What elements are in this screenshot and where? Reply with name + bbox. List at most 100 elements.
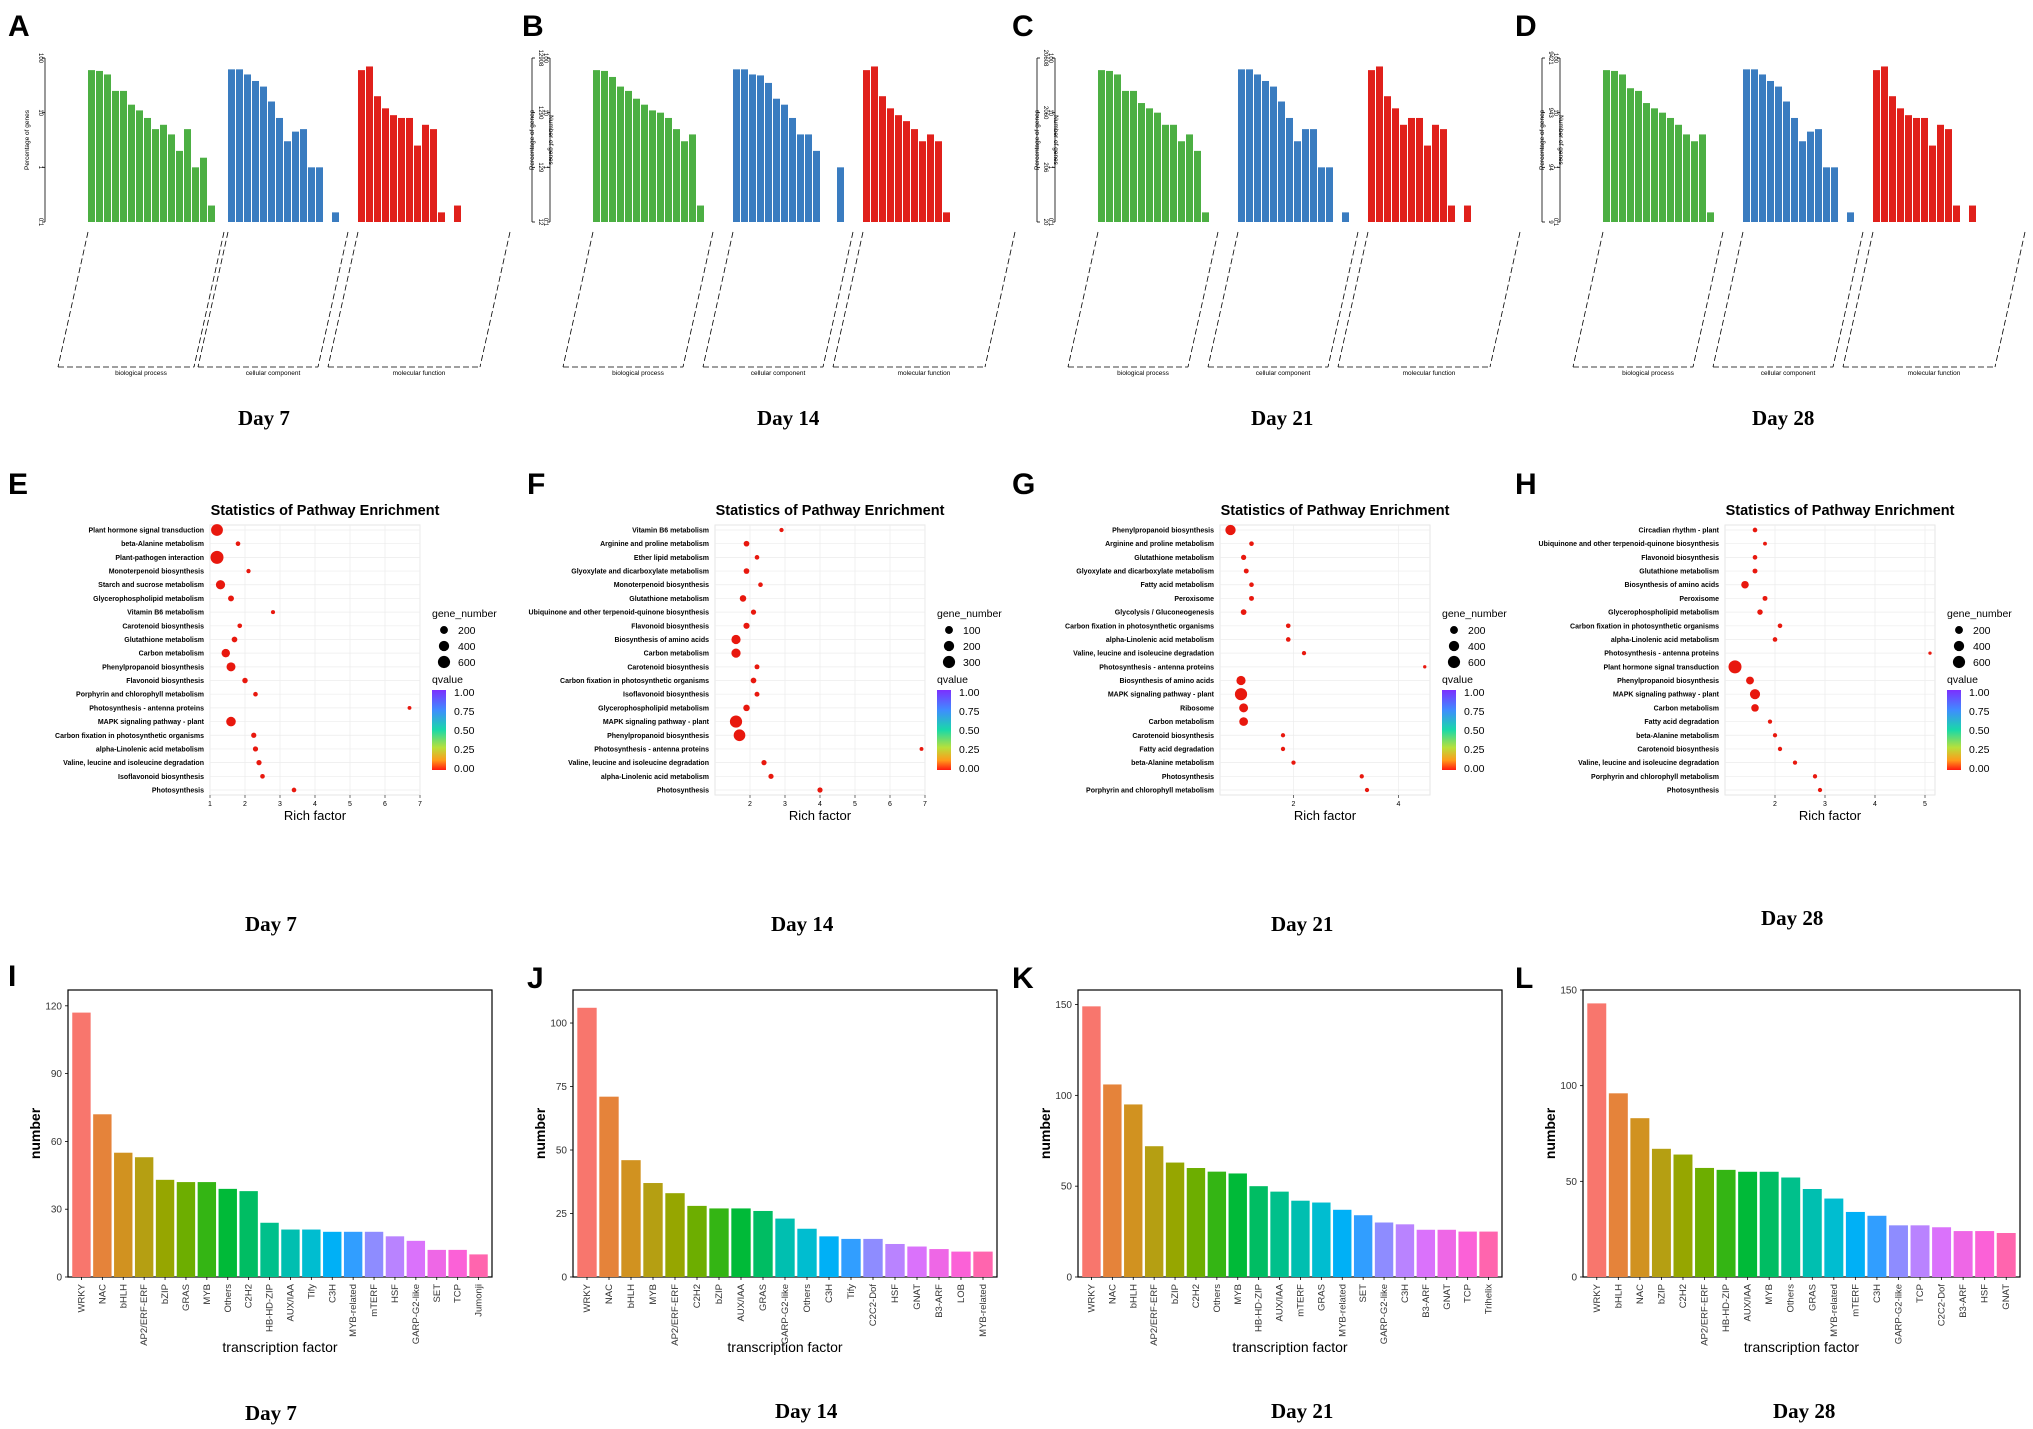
pathway-label: Carotenoid biosynthesis — [1637, 746, 1719, 753]
x-tick-label: bZIP — [160, 1284, 171, 1304]
pathway-label: Glycolysis / Gluconeogenesis — [1115, 610, 1214, 617]
x-tick-label: MYB-related — [1337, 1284, 1348, 1337]
go-bar-cellular-component — [1799, 141, 1806, 222]
tf-bar-ap2-erf-erf — [1695, 1167, 1715, 1277]
tf-bar-c2h2 — [1673, 1154, 1693, 1277]
kegg-panel-e: Statistics of Pathway Enrichment 1 2 3 4 5 6 7 R… — [0, 460, 505, 840]
pathway-label: Glycerophospholipid metabolism — [93, 596, 204, 603]
go-bracket-cellular-component — [1207, 231, 1359, 368]
go-bar-biological-process — [1683, 134, 1690, 222]
tf-bar-gnat — [907, 1246, 927, 1277]
go-bar-cellular-component — [1751, 69, 1758, 223]
bubble-beta-alanine-metabolism — [1772, 733, 1778, 738]
y-tick-label-left: 0.1 — [1552, 218, 1558, 227]
x-tick-label: 4 — [1397, 801, 1401, 808]
y-tick-label: 0 — [56, 1273, 62, 1284]
legend-color-label: 0.75 — [1464, 706, 1485, 718]
y-axis-label-right: Number of genes — [1052, 115, 1059, 166]
y-tick-label-left: 0.1 — [542, 218, 548, 227]
legend-color-label: 0.00 — [454, 763, 475, 775]
y-tick-label-right: 129 — [537, 162, 543, 173]
go-bar-cellular-component — [308, 167, 315, 222]
go-bar-cellular-component — [316, 167, 323, 222]
chart-title: Statistics of Pathway Enrichment — [211, 503, 440, 519]
pathway-label: Plant-pathogen interaction — [115, 555, 204, 562]
bubble-starch-and-sucrose-metabolism — [215, 580, 226, 590]
x-tick-label: AUX/IAA — [736, 1283, 747, 1321]
panel-letter-e: E — [8, 468, 29, 501]
tf-bar-mterf — [1291, 1200, 1310, 1277]
tf-bar-hsf — [1975, 1231, 1995, 1277]
bubble-fatty-acid-degradation — [1280, 746, 1286, 752]
x-tick-label: GRAS — [181, 1284, 192, 1311]
tf-bar-jumonji — [469, 1254, 488, 1277]
go-bar-cellular-component — [765, 82, 772, 222]
x-tick-label: WRKY — [1592, 1283, 1603, 1312]
bubble-alpha-linolenic-acid-metabolism — [1772, 637, 1778, 642]
y-tick-label-right: 1290 — [537, 106, 543, 120]
pathway-label: Ether lipid metabolism — [634, 555, 709, 562]
legend-size-label: 400 — [458, 641, 476, 653]
x-tick-label: 4 — [313, 801, 317, 808]
legend-size-label: 400 — [1468, 641, 1486, 653]
plot-frame — [1582, 989, 2021, 1278]
pathway-label: Fatty acid degradation — [1139, 746, 1214, 753]
tf-bar-tify — [841, 1238, 861, 1277]
go-group-label: molecular function — [1403, 370, 1456, 377]
go-bracket-biological-process — [1572, 231, 1724, 368]
go-bar-biological-process — [1659, 112, 1666, 222]
legend-color-title: qvalue — [1442, 674, 1473, 686]
tf-bar-nac — [599, 1096, 619, 1277]
tf-bar-others — [1781, 1177, 1801, 1277]
go-bracket-biological-process — [1067, 231, 1219, 368]
tf-bar-set — [1353, 1215, 1373, 1277]
bubble-carbon-metabolism — [221, 648, 230, 658]
y-tick-label: 60 — [51, 1137, 63, 1148]
x-tick-label: AP2/ERF-ERF — [1149, 1284, 1160, 1346]
bubble-ubiquinone-and-other-terpenoid-quinone-biosynthesis — [750, 609, 757, 615]
go-bar-molecular-function — [1897, 108, 1904, 222]
go-bar-biological-process — [176, 150, 183, 222]
go-bar-cellular-component — [1286, 117, 1293, 222]
x-tick-label: B3-ARF — [1958, 1284, 1969, 1318]
bubble-valine-leucine-and-isoleucine-degradation — [1301, 651, 1307, 656]
tf-bar-hsf — [385, 1236, 405, 1277]
bubble-fatty-acid-degradation — [1767, 719, 1773, 724]
legend-size-label: 100 — [963, 625, 981, 637]
x-tick-label: 2 — [1292, 801, 1296, 808]
legend-size-label: 600 — [1468, 657, 1486, 669]
legend-color-label: 0.75 — [959, 706, 980, 718]
legend-size-dot — [438, 640, 450, 652]
x-tick-label: 5 — [853, 801, 857, 808]
pathway-label: Glyoxylate and dicarboxylate metabolism — [1076, 569, 1214, 576]
legend-color-label: 0.25 — [959, 744, 980, 756]
bubble-phenylpropanoid-biosynthesis — [226, 662, 236, 672]
x-tick-label: GRAS — [1807, 1284, 1818, 1311]
tf-bar-c2c2-dof — [863, 1238, 883, 1277]
go-bar-cellular-component — [236, 69, 243, 223]
go-bar-biological-process — [1122, 90, 1129, 222]
pathway-label: Isoflavonoid biosynthesis — [623, 692, 709, 699]
y-tick-label: 50 — [1061, 1182, 1073, 1193]
go-bar-cellular-component — [1310, 129, 1317, 222]
legend-size-label: 200 — [963, 641, 981, 653]
pathway-label: Carbon fixation in photosynthetic organi… — [1570, 623, 1719, 630]
tf-bar-myb — [1759, 1171, 1779, 1277]
tf-bar-wrky — [577, 1007, 597, 1277]
go-bar-cellular-component — [228, 69, 235, 223]
y-tick-label: 50 — [1566, 1177, 1578, 1188]
y-tick-label-left: 100 — [37, 53, 43, 64]
pathway-label: Plant hormone signal transduction — [88, 528, 204, 535]
y-axis-label-left: Percentage of genes — [529, 109, 536, 170]
tf-bar-bzip — [155, 1179, 175, 1277]
go-bar-biological-process — [649, 110, 656, 222]
pathway-label: Flavonoid biosynthesis — [631, 623, 709, 630]
go-bar-molecular-function — [1368, 70, 1375, 222]
go-group-label: biological process — [1117, 370, 1169, 377]
bubble-beta-alanine-metabolism — [1291, 760, 1296, 765]
go-bar-molecular-function — [414, 145, 421, 222]
x-tick-label: 6 — [888, 801, 892, 808]
x-axis-label: transcription factor — [1232, 1339, 1347, 1355]
pathway-label: Valine, leucine and isoleucine degradati… — [1578, 760, 1719, 767]
x-tick-label: C3H — [824, 1284, 835, 1303]
